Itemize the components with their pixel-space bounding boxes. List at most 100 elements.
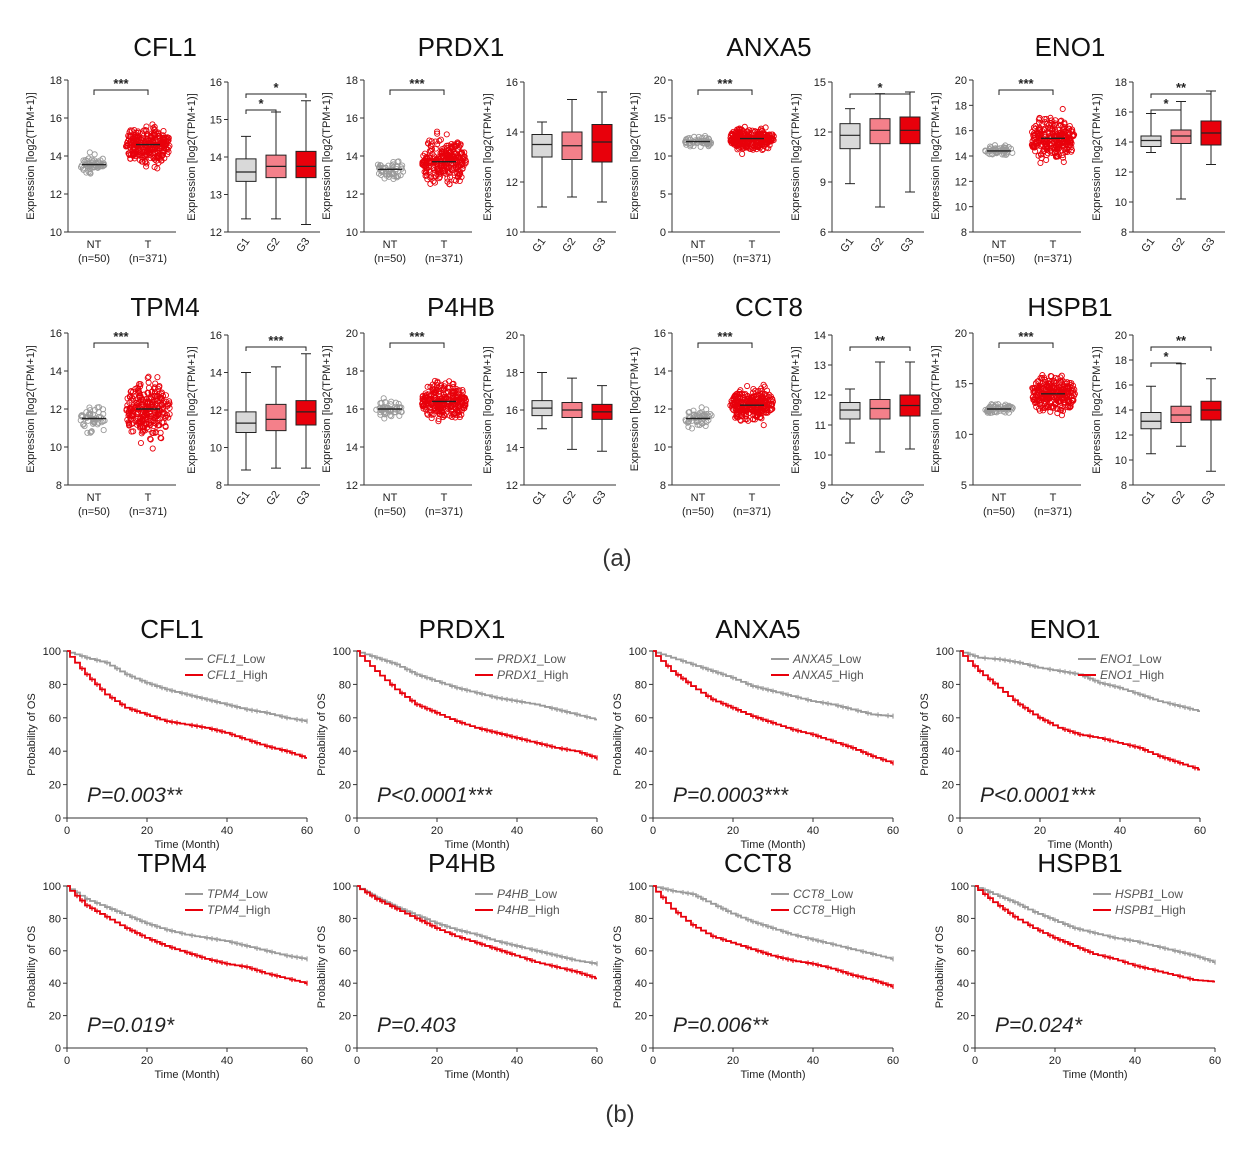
significance-bracket bbox=[245, 93, 307, 98]
normal-point bbox=[383, 172, 390, 179]
box-g2 bbox=[1170, 129, 1192, 144]
y-tick-label: 16 bbox=[1115, 107, 1127, 119]
tumor-point bbox=[753, 134, 760, 141]
tumor-point bbox=[434, 141, 441, 148]
tumor-point bbox=[745, 396, 752, 403]
tumor-point bbox=[446, 181, 453, 188]
significance-bracket bbox=[697, 342, 753, 348]
tumor-point bbox=[425, 158, 432, 165]
x-tick-label: 40 bbox=[221, 825, 233, 837]
tumor-point bbox=[741, 142, 748, 150]
series-high bbox=[357, 650, 598, 761]
box-plot: 8 10 12 14 16 18 20 Expression [log2(TPM+1)] G1 G… bbox=[1091, 330, 1225, 508]
tumor-point bbox=[455, 411, 463, 419]
x-tick-sublabel: (n=50) bbox=[374, 506, 406, 518]
x-tick-label: G3 bbox=[898, 489, 916, 508]
significance-bracket bbox=[389, 342, 445, 348]
tumor-point bbox=[439, 409, 446, 416]
survival-line-high bbox=[653, 650, 893, 764]
y-tick-label: 14 bbox=[506, 443, 518, 455]
tumor-point bbox=[759, 408, 766, 415]
y-tick-label: 18 bbox=[1115, 77, 1127, 89]
y-tick-label: 0 bbox=[948, 813, 954, 825]
box-g1 bbox=[1140, 135, 1162, 147]
gene-title: ENO1 bbox=[1035, 32, 1106, 62]
normal-point bbox=[91, 406, 98, 414]
normal-point bbox=[100, 427, 107, 434]
normal-point bbox=[392, 399, 399, 406]
tumor-point bbox=[447, 148, 454, 155]
legend-suffix: _High bbox=[831, 668, 863, 682]
tumor-point bbox=[422, 390, 429, 397]
tumor-point bbox=[1053, 148, 1060, 155]
scatter-plot: 12 14 16 18 20 Expression [log2(TPM+1)] NT (n=5… bbox=[321, 328, 472, 518]
y-axis-label: Expression [log2(TPM+1) bbox=[629, 347, 641, 471]
tumor-point bbox=[729, 405, 736, 412]
significance-bracket bbox=[998, 342, 1054, 348]
normal-point bbox=[389, 162, 396, 169]
tumor-point bbox=[158, 138, 165, 145]
tumor-point bbox=[1060, 396, 1067, 403]
box-g2 bbox=[265, 403, 287, 432]
x-tick-label: G3 bbox=[294, 236, 312, 255]
x-tick-label: G2 bbox=[560, 489, 578, 508]
x-axis-label: Time (Month) bbox=[741, 839, 806, 851]
normal-point bbox=[1009, 149, 1016, 156]
x-tick-label: 40 bbox=[807, 1055, 819, 1067]
y-tick-label: 40 bbox=[49, 746, 61, 758]
y-tick-label: 60 bbox=[339, 946, 351, 958]
significance-bracket bbox=[1150, 362, 1182, 367]
y-tick-label: 60 bbox=[957, 946, 969, 958]
significance-label: *** bbox=[268, 333, 284, 348]
gene-block-cct8: CCT8 8 10 12 14 16 Expression [log2(TPM+1) NT (n… bbox=[629, 292, 924, 518]
y-tick-label: 9 bbox=[820, 480, 826, 492]
y-tick-label: 20 bbox=[635, 780, 647, 792]
y-tick-label: 12 bbox=[50, 189, 62, 201]
y-tick-label: 10 bbox=[50, 442, 62, 454]
y-tick-label: 14 bbox=[1115, 137, 1127, 149]
tumor-point bbox=[430, 383, 437, 390]
tumor-point bbox=[1039, 372, 1046, 379]
normal-point bbox=[686, 140, 693, 147]
survival-line-high bbox=[975, 885, 1215, 983]
normal-point bbox=[701, 414, 708, 421]
box-g3 bbox=[295, 400, 317, 426]
x-tick-label: NT bbox=[383, 239, 398, 251]
tumor-point bbox=[458, 161, 466, 168]
normal-point bbox=[693, 418, 700, 425]
tumor-point bbox=[1041, 125, 1048, 132]
y-tick-label: 10 bbox=[654, 151, 666, 163]
tumor-point bbox=[462, 157, 469, 164]
box-g3 bbox=[295, 150, 317, 179]
y-axis-label: Expression [log2(TPM+1)] bbox=[482, 93, 494, 220]
tumor-point bbox=[1045, 380, 1052, 387]
x-tick-label: 0 bbox=[972, 1055, 978, 1067]
normal-point bbox=[80, 421, 87, 428]
box-plot: 12 13 14 15 16 Expression [log2(TPM+1)] G1 G2 G3… bbox=[186, 77, 320, 255]
panel-b-label: (b) bbox=[605, 1101, 634, 1128]
x-tick-label: G1 bbox=[838, 489, 856, 508]
y-tick-label: 10 bbox=[814, 450, 826, 462]
y-tick-label: 40 bbox=[339, 978, 351, 990]
x-tick-label: G2 bbox=[264, 236, 282, 255]
y-tick-label: 100 bbox=[43, 881, 61, 893]
normal-point bbox=[399, 162, 406, 169]
tumor-point bbox=[1067, 142, 1074, 149]
x-tick-sublabel: (n=50) bbox=[78, 253, 110, 265]
tumor-point bbox=[768, 401, 776, 408]
tumor-point bbox=[159, 152, 166, 159]
normal-point bbox=[682, 137, 689, 144]
x-tick-label: T bbox=[749, 492, 756, 504]
x-tick-label: 20 bbox=[727, 1055, 739, 1067]
y-tick-label: 100 bbox=[936, 646, 954, 658]
tumor-point bbox=[737, 395, 744, 402]
y-tick-label: 100 bbox=[629, 881, 647, 893]
y-tick-label: 18 bbox=[50, 75, 62, 87]
tumor-point bbox=[756, 414, 763, 421]
tumor-point bbox=[137, 392, 144, 399]
tumor-point bbox=[134, 415, 141, 422]
y-tick-label: 100 bbox=[951, 881, 969, 893]
y-axis-label: Probability of OS bbox=[26, 926, 38, 1009]
significance-bracket bbox=[1150, 93, 1212, 98]
